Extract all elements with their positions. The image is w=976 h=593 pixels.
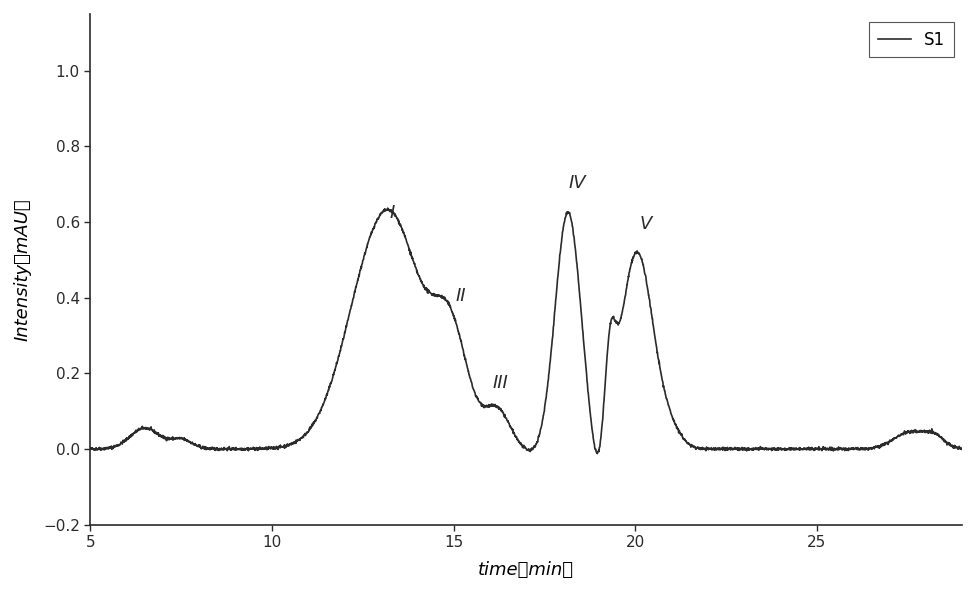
S1 [382,205,393,212]
S1 [591,450,603,457]
S1 [956,445,968,452]
Y-axis label: Intensity（mAU）: Intensity（mAU） [14,198,32,340]
Text: III: III [493,374,508,392]
Line: S1: S1 [91,208,962,454]
Text: II: II [456,287,467,305]
Text: V: V [640,215,652,233]
S1 [85,445,97,452]
S1 [457,345,468,352]
S1 [235,447,247,454]
Text: IV: IV [568,174,586,192]
Text: I: I [389,204,394,222]
S1 [940,438,952,445]
S1 [846,444,858,451]
X-axis label: time（min）: time（min） [478,561,574,579]
S1 [419,286,430,293]
Legend: S1: S1 [870,22,954,57]
S1 [183,438,195,445]
